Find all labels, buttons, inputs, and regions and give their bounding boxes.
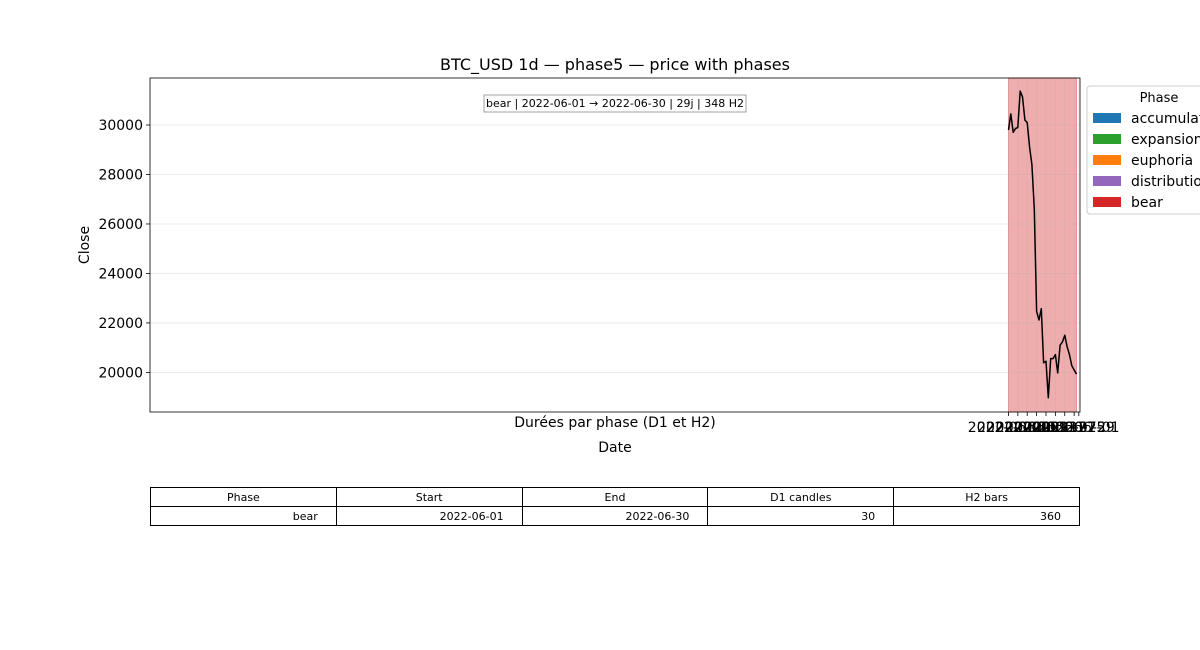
close-price-line [1007,90,1078,399]
x-tick-label: 2022-06-05 [977,420,1058,436]
x-tick-label: 2022-07-01 [1038,420,1119,436]
table-cell: 2022-06-01 [335,506,523,526]
legend-label-euphoria: euphoria [1131,153,1193,169]
chart-title: BTC_USD 1d — phase5 — price with phases [440,55,790,75]
table-cell: 360 [893,506,1080,526]
phase-band-bear [1007,77,1077,413]
table-cell: bear [150,506,337,526]
phase-annotation-text: bear | 2022-06-01 → 2022-06-30 | 29j | 3… [486,97,744,110]
x-axis-label: Date [598,440,631,456]
phase-annotation-box [483,94,747,113]
x-tick-label: 2022-06-01 [968,420,1049,436]
y-tick-label: 28000 [98,167,143,183]
x-tick-label: 2022-06-17 [1005,420,1086,436]
legend-label-expansion: expansion [1131,132,1200,148]
table-header-cell: H2 bars [893,487,1080,507]
legend-label-bear: bear [1131,195,1163,211]
y-tick-label: 20000 [98,365,143,381]
y-tick-label: 24000 [98,266,143,282]
phase-annotation: bear | 2022-06-01 → 2022-06-30 | 29j | 3… [483,94,747,113]
y-tick-label: 22000 [98,316,143,332]
y-axis-label: Close [77,226,93,264]
legend-swatch-accumulation [1093,113,1121,123]
legend-swatch-euphoria [1093,155,1121,165]
plot-frame [149,77,1081,413]
table-title: Durées par phase (D1 et H2) [514,415,716,431]
x-tick-label: 2022-06-13 [996,420,1077,436]
grid [150,78,1080,412]
legend-swatch-distribution [1093,176,1121,186]
y-tick-label: 30000 [98,118,143,134]
legend: Phase accumulation expansion euphoria distri… [1086,85,1200,215]
axes: 2022-06-012022-06-052022-06-092022-06-13… [77,55,1120,456]
table-row: bear 2022-06-01 2022-06-30 30 360 [150,506,1080,526]
x-tick-label: 2022-06-29 [1033,420,1114,436]
table-cell: 2022-06-30 [521,506,709,526]
table-header-cell: End [521,487,709,507]
phase-bands [1007,77,1077,413]
table-header-cell: Start [335,487,523,507]
table-header-row: Phase Start End D1 candles H2 bars [150,487,1080,507]
price-series [1007,90,1078,399]
y-tick-label: 26000 [98,217,143,233]
phase-duration-table: Phase Start End D1 candles H2 bars bear … [150,487,1080,526]
legend-label-accumulation: accumulation [1131,111,1200,127]
table-cell: 30 [707,506,895,526]
x-tick-label: 2022-06-25 [1024,420,1105,436]
x-tick-label: 2022-06-21 [1015,420,1096,436]
legend-swatch-expansion [1093,134,1121,144]
table-header-cell: D1 candles [707,487,895,507]
x-tick-label: 2022-06-09 [987,420,1068,436]
legend-swatch-bear [1093,197,1121,207]
legend-label-distribution: distribution [1131,174,1200,190]
legend-title: Phase [1140,91,1179,106]
table-header-cell: Phase [150,487,337,507]
